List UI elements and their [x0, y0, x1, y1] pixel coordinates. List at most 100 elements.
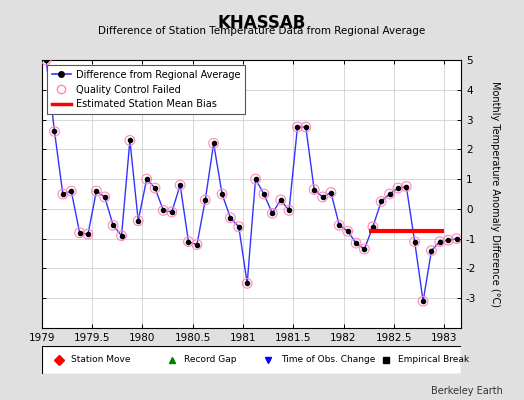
Point — [260, 191, 268, 197]
Point — [260, 191, 268, 197]
Text: Station Move: Station Move — [71, 356, 131, 364]
Point — [444, 237, 452, 243]
Point — [302, 124, 310, 130]
Point — [319, 194, 327, 200]
Point — [184, 238, 193, 245]
Point — [193, 242, 201, 248]
Point — [268, 210, 277, 216]
Text: KHASSAB: KHASSAB — [218, 14, 306, 32]
Point — [327, 189, 335, 196]
Point — [59, 191, 67, 197]
Text: Time of Obs. Change: Time of Obs. Change — [281, 356, 375, 364]
FancyBboxPatch shape — [42, 346, 461, 374]
Point — [293, 124, 302, 130]
Point — [427, 247, 435, 254]
Y-axis label: Monthly Temperature Anomaly Difference (°C): Monthly Temperature Anomaly Difference (… — [490, 81, 500, 307]
Point — [285, 207, 293, 214]
Point — [435, 238, 444, 245]
Point — [176, 182, 184, 188]
Point — [201, 197, 210, 203]
Point — [360, 246, 368, 252]
Point — [59, 191, 67, 197]
Point — [42, 57, 50, 63]
Point — [42, 57, 50, 63]
Point — [159, 207, 168, 214]
Point — [176, 182, 184, 188]
Point — [335, 222, 343, 228]
Point — [394, 185, 402, 191]
Point — [394, 185, 402, 191]
Point — [50, 128, 59, 135]
Point — [402, 183, 410, 190]
Point — [385, 191, 394, 197]
Point — [344, 228, 352, 234]
Point — [435, 238, 444, 245]
Point — [134, 218, 143, 224]
Point — [117, 232, 126, 239]
Point — [101, 194, 109, 200]
Point — [168, 209, 176, 215]
Point — [134, 218, 143, 224]
Text: Record Gap: Record Gap — [184, 356, 237, 364]
Point — [159, 207, 168, 214]
Point — [151, 185, 159, 191]
Point — [235, 224, 243, 230]
Point — [75, 230, 84, 236]
Point — [109, 222, 117, 228]
Point — [67, 188, 75, 194]
Point — [101, 194, 109, 200]
Point — [377, 198, 385, 205]
Point — [419, 298, 427, 304]
Point — [319, 194, 327, 200]
Point — [92, 188, 101, 194]
Point — [184, 238, 193, 245]
Point — [452, 236, 461, 242]
Point — [310, 186, 319, 193]
Point — [168, 209, 176, 215]
Point — [285, 207, 293, 214]
Point — [369, 224, 377, 230]
Text: Berkeley Earth: Berkeley Earth — [431, 386, 503, 396]
Point — [293, 124, 302, 130]
Point — [126, 137, 134, 144]
Point — [117, 232, 126, 239]
Point — [302, 124, 310, 130]
Point — [218, 191, 226, 197]
Point — [252, 176, 260, 182]
Point — [369, 224, 377, 230]
Point — [360, 246, 368, 252]
Point — [151, 185, 159, 191]
Point — [67, 188, 75, 194]
Point — [75, 230, 84, 236]
Point — [243, 280, 252, 286]
Point — [143, 176, 151, 182]
Point — [452, 236, 461, 242]
Point — [243, 280, 252, 286]
Point — [252, 176, 260, 182]
Point — [444, 237, 452, 243]
Point — [268, 210, 277, 216]
Point — [344, 228, 352, 234]
Point — [92, 188, 101, 194]
Point — [352, 240, 361, 246]
Point — [427, 247, 435, 254]
Point — [50, 128, 59, 135]
Point — [410, 238, 419, 245]
Point — [235, 224, 243, 230]
Point — [327, 189, 335, 196]
Point — [218, 191, 226, 197]
Point — [377, 198, 385, 205]
Point — [277, 197, 285, 203]
Point — [277, 197, 285, 203]
Text: Empirical Break: Empirical Break — [398, 356, 470, 364]
Point — [385, 191, 394, 197]
Point — [410, 238, 419, 245]
Point — [193, 242, 201, 248]
Point — [126, 137, 134, 144]
Point — [335, 222, 343, 228]
Point — [419, 298, 427, 304]
Point — [226, 215, 235, 221]
Text: Difference of Station Temperature Data from Regional Average: Difference of Station Temperature Data f… — [99, 26, 425, 36]
Point — [84, 231, 92, 237]
Point — [352, 240, 361, 246]
